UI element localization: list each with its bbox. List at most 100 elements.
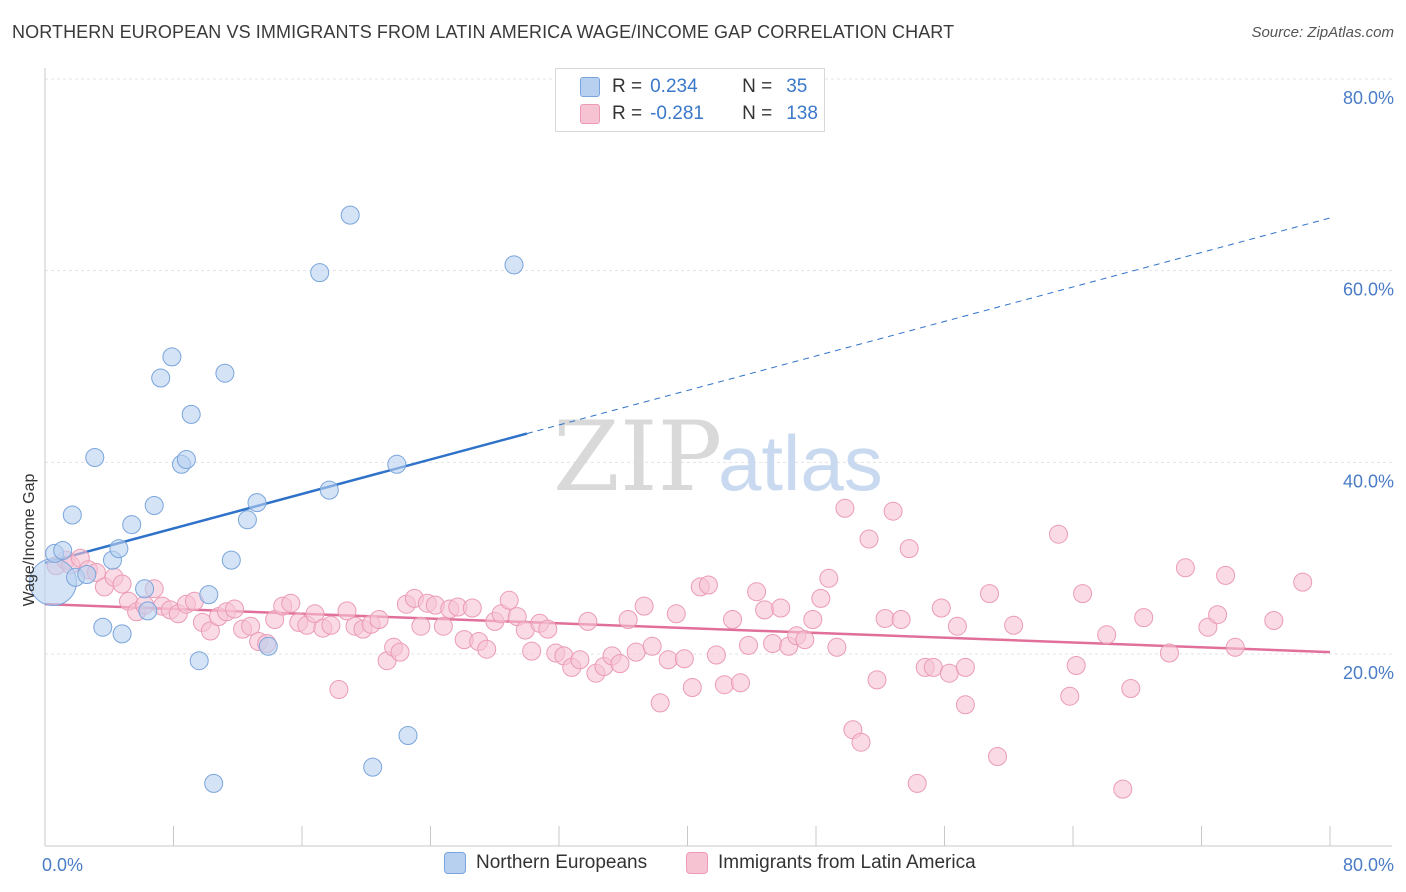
point-northern-europeans: [237, 510, 257, 530]
point-latin-america: [706, 645, 726, 665]
point-latin-america: [698, 575, 718, 595]
point-northern-europeans: [199, 585, 219, 605]
point-northern-europeans: [181, 404, 201, 424]
axes: [44, 68, 1392, 847]
point-northern-europeans: [319, 480, 339, 500]
point-latin-america: [1159, 643, 1179, 663]
point-latin-america: [907, 773, 927, 793]
point-latin-america: [731, 673, 750, 693]
point-latin-america: [1066, 656, 1086, 675]
legend-swatch-blue: [444, 852, 466, 874]
point-latin-america: [739, 635, 758, 655]
point-latin-america: [329, 680, 349, 699]
point-northern-europeans: [109, 539, 129, 559]
x-tick-label: 0.0%: [42, 855, 83, 875]
point-latin-america: [1225, 637, 1245, 657]
point-latin-america: [947, 616, 967, 636]
point-northern-europeans: [112, 624, 132, 644]
point-latin-america: [1293, 572, 1313, 592]
point-latin-america: [1198, 617, 1218, 637]
point-latin-america: [955, 695, 975, 715]
legend-swatch-blue: [580, 77, 600, 97]
watermark-zip: ZIP: [553, 401, 722, 513]
point-latin-america: [674, 649, 694, 669]
y-tick-labels: 20.0% 40.0% 60.0% 80.0%: [1343, 88, 1394, 683]
point-latin-america: [634, 596, 654, 616]
point-latin-america: [1208, 605, 1228, 625]
point-latin-america: [1049, 524, 1068, 544]
point-latin-america: [369, 610, 389, 629]
point-northern-europeans: [363, 757, 383, 777]
point-latin-america: [1113, 779, 1133, 799]
point-latin-america: [931, 598, 951, 618]
point-latin-america: [1004, 615, 1024, 635]
point-latin-america: [112, 574, 132, 594]
point-latin-america: [462, 598, 482, 618]
point-latin-america: [321, 615, 341, 635]
x-tick-labels: 0.0% 80.0%: [42, 855, 1394, 875]
y-axis-title: Wage/Income Gap: [21, 474, 38, 607]
legend-r-label: R =: [612, 76, 643, 97]
trend-line-extension: [526, 217, 1331, 435]
point-latin-america: [225, 599, 244, 619]
point-northern-europeans: [77, 565, 97, 584]
point-latin-america: [1216, 565, 1236, 585]
point-latin-america: [771, 598, 791, 618]
legend-row-northern-europeans: R = 0.234 N = 35: [580, 74, 807, 100]
point-latin-america: [1097, 625, 1117, 645]
point-northern-europeans: [85, 448, 105, 467]
legend-r-value: -0.281: [650, 103, 704, 124]
point-latin-america: [1060, 686, 1080, 706]
point-latin-america: [867, 670, 887, 690]
point-latin-america: [875, 609, 895, 628]
point-latin-america: [1121, 679, 1141, 698]
y-tick-label: 80.0%: [1343, 88, 1394, 108]
point-latin-america: [988, 747, 1007, 766]
point-latin-america: [200, 621, 220, 641]
point-northern-europeans: [398, 726, 418, 745]
legend-r-label: R =: [612, 103, 643, 124]
point-latin-america: [477, 639, 497, 659]
point-latin-america: [803, 610, 823, 629]
point-northern-europeans: [340, 205, 360, 225]
point-latin-america: [755, 600, 775, 620]
point-latin-america: [1264, 611, 1284, 630]
point-northern-europeans: [310, 263, 330, 283]
point-latin-america: [939, 663, 959, 683]
point-latin-america: [281, 593, 301, 613]
point-latin-america: [570, 650, 590, 670]
point-northern-europeans: [189, 651, 209, 671]
point-latin-america: [819, 568, 839, 588]
point-latin-america: [499, 590, 519, 610]
point-northern-europeans: [138, 601, 158, 621]
chart-title: NORTHERN EUROPEAN VS IMMIGRANTS FROM LAT…: [12, 22, 955, 42]
point-latin-america: [337, 601, 357, 621]
point-latin-america: [666, 604, 686, 624]
point-latin-america: [682, 678, 702, 697]
point-latin-america: [642, 636, 662, 656]
point-northern-europeans: [204, 773, 224, 793]
series-legend: Northern Europeans Immigrants from Latin…: [0, 852, 1406, 878]
point-latin-america: [610, 654, 630, 674]
point-northern-europeans: [504, 255, 524, 275]
trend-line-latin-america: [44, 602, 1331, 654]
point-latin-america: [1073, 584, 1093, 604]
point-latin-america: [522, 641, 542, 661]
legend-n-value: 138: [786, 103, 818, 124]
point-northern-europeans: [215, 363, 235, 383]
point-latin-america: [923, 657, 943, 677]
point-latin-america: [827, 637, 847, 657]
point-latin-america: [578, 611, 598, 631]
point-latin-america: [811, 588, 831, 608]
legend-n-value: 35: [786, 76, 808, 97]
point-northern-europeans: [93, 617, 113, 637]
legend-row-latin-america: R = -0.281 N = 138: [580, 101, 818, 127]
point-latin-america: [859, 529, 879, 549]
legend-label: Immigrants from Latin America: [718, 852, 976, 873]
point-latin-america: [538, 619, 558, 639]
point-latin-america: [955, 657, 975, 677]
legend-swatch-pink: [580, 104, 600, 124]
point-northern-europeans: [258, 636, 278, 656]
correlation-legend: R = 0.234 N = 35 R = -0.281 N = 138: [555, 68, 825, 132]
